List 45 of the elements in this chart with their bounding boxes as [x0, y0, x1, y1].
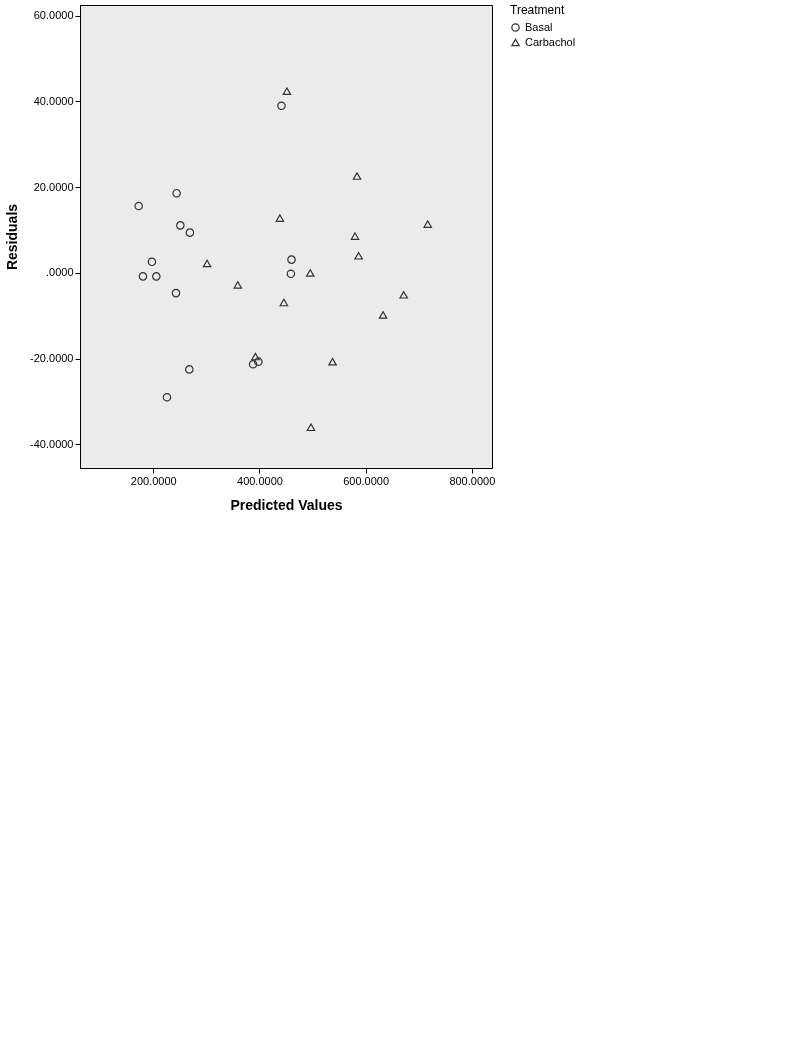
- y-tick-label: 40.0000: [33, 94, 74, 107]
- point: [185, 365, 194, 374]
- point: [354, 251, 363, 260]
- point: [378, 311, 388, 319]
- y-tick-label: -20.0000: [30, 352, 74, 365]
- y-tick-label: -40.0000: [30, 437, 74, 450]
- point: [328, 357, 337, 366]
- point: [352, 172, 362, 180]
- point: [350, 232, 360, 240]
- point: [202, 259, 212, 268]
- point: [254, 357, 263, 366]
- point: [277, 101, 286, 111]
- point: [172, 188, 181, 198]
- y-tick-label: 60.0000: [33, 9, 74, 22]
- legend-label: Basal: [525, 20, 553, 33]
- point: [287, 255, 296, 264]
- y-axis-title: Residuals: [4, 203, 21, 271]
- x-tick-label: 800.0000: [449, 474, 496, 487]
- point: [279, 298, 289, 307]
- point: [306, 423, 316, 432]
- x-axis-title: Predicted Values: [230, 496, 343, 513]
- point: [286, 269, 296, 279]
- point: [185, 228, 195, 237]
- point: [162, 392, 172, 402]
- point: [248, 359, 258, 369]
- y-tick-label: .0000: [45, 266, 74, 279]
- legend-title: Treatment: [510, 3, 565, 17]
- point: [147, 257, 157, 267]
- point: [138, 272, 148, 281]
- legend-label: Carbachol: [525, 35, 576, 48]
- y-tick-label: 20.0000: [33, 180, 74, 193]
- point: [233, 281, 243, 289]
- point: [399, 290, 409, 299]
- point: [251, 352, 260, 361]
- point: [282, 87, 292, 95]
- point: [423, 220, 433, 228]
- point: [176, 221, 185, 230]
- point: [134, 201, 143, 211]
- point: [305, 269, 315, 277]
- point: [151, 272, 161, 281]
- point: [171, 288, 181, 298]
- x-tick-label: 400.0000: [237, 474, 283, 487]
- point: [275, 214, 285, 222]
- x-tick-label: 600.0000: [343, 474, 390, 487]
- x-tick-label: 200.0000: [130, 474, 177, 487]
